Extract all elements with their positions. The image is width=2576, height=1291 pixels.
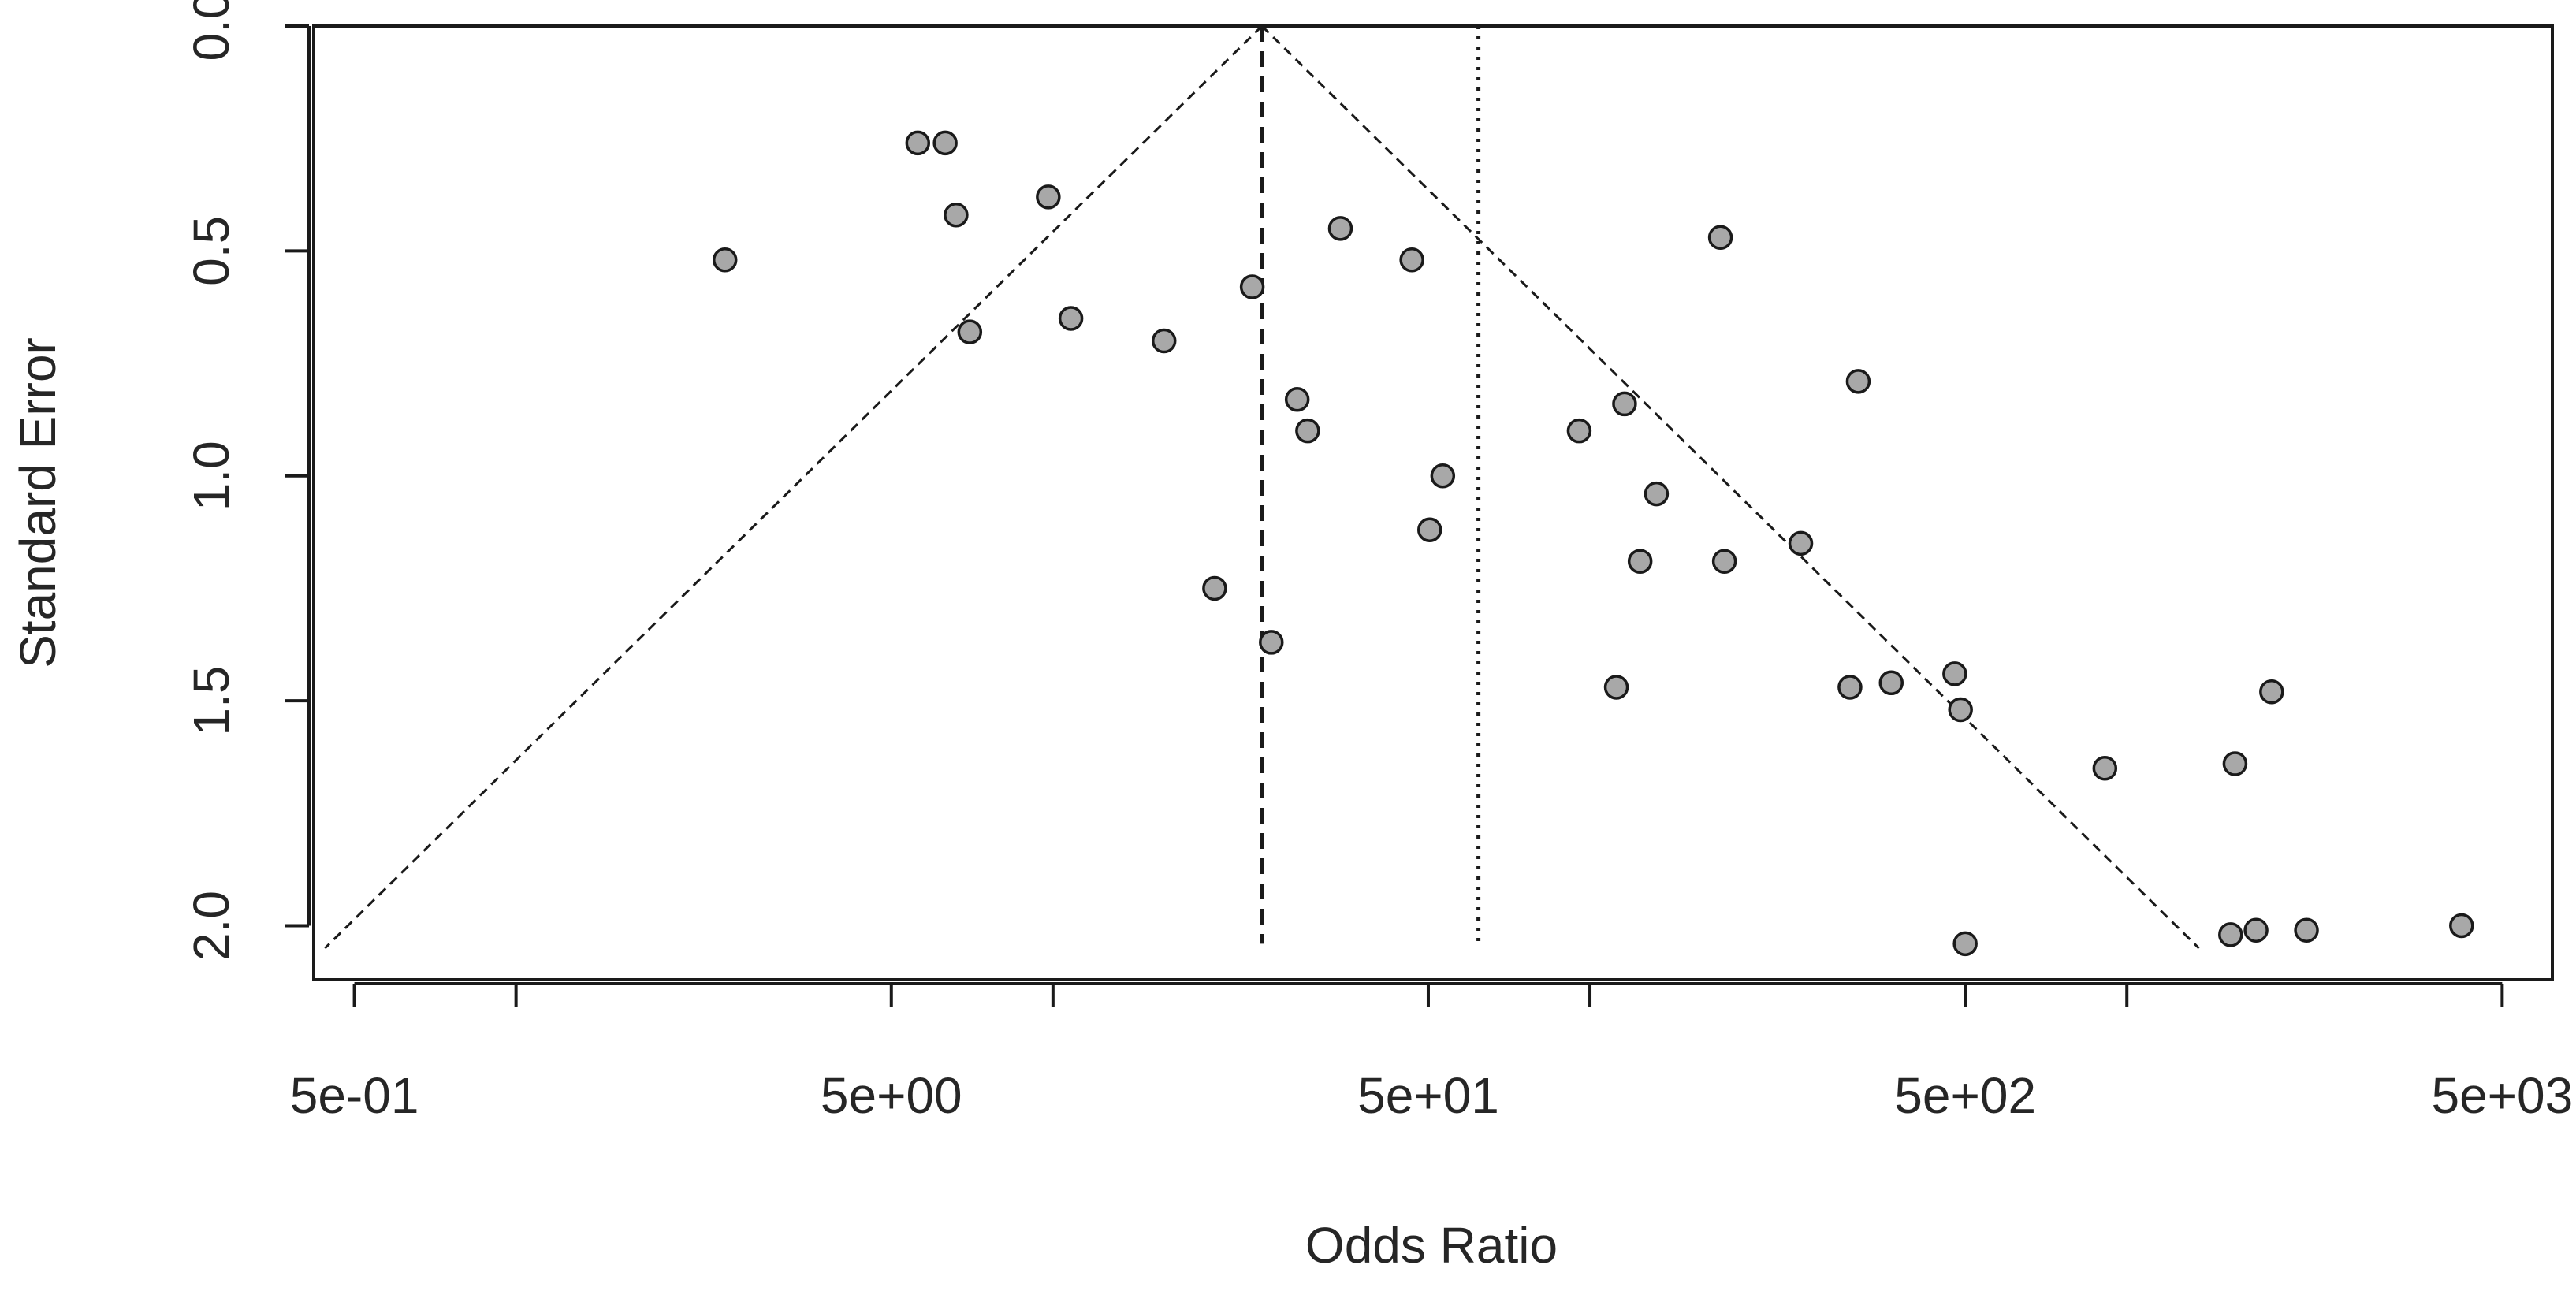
- y-tick-label: 2.0: [183, 891, 240, 961]
- y-tick-label: 0.0: [183, 0, 240, 61]
- x-tick-label: 5e+01: [1357, 1067, 1499, 1124]
- study-point: [2243, 917, 2269, 943]
- study-point: [905, 130, 931, 156]
- plot-content: [324, 24, 2474, 957]
- study-point: [1202, 575, 1227, 601]
- study-point: [1627, 549, 1653, 574]
- funnel-right-limit: [1260, 24, 2200, 950]
- study-point: [2259, 679, 2284, 705]
- study-point: [1952, 931, 1978, 957]
- study-point: [1399, 247, 1424, 273]
- study-point: [1259, 630, 1284, 655]
- study-point: [2449, 913, 2474, 939]
- study-point: [1644, 481, 1670, 507]
- x-axis: 5e-01 5e+00 5e+01 5e+02 5e+03: [290, 982, 2573, 1124]
- x-tick-label: 5e-01: [290, 1067, 419, 1124]
- study-point: [1295, 418, 1320, 444]
- x-axis-title: Odds Ratio: [1305, 1217, 1558, 1274]
- study-point: [1036, 184, 1061, 210]
- study-point: [1942, 661, 1967, 686]
- study-point: [1707, 225, 1733, 251]
- study-point: [712, 247, 738, 273]
- study-point: [1603, 675, 1629, 700]
- study-point: [1612, 391, 1637, 417]
- x-tick-label: 5e+03: [2431, 1067, 2573, 1124]
- y-axis-title: Standard Error: [9, 337, 66, 668]
- x-tick-label: 5e+00: [821, 1067, 962, 1124]
- y-tick-label: 1.5: [183, 666, 240, 736]
- study-point: [2294, 917, 2319, 943]
- study-point: [1845, 369, 1871, 394]
- plot-frame: [312, 24, 2554, 981]
- study-point: [932, 130, 958, 156]
- study-point: [1711, 549, 1737, 574]
- study-point: [1430, 463, 1456, 489]
- y-axis: 0.0 0.5 1.0 1.5 2.0: [183, 0, 311, 961]
- study-point: [1151, 328, 1177, 354]
- y-tick-label: 0.5: [183, 216, 240, 286]
- study-point: [2222, 751, 2248, 776]
- study-point: [1058, 306, 1084, 331]
- study-point: [1837, 675, 1863, 700]
- study-point: [1566, 418, 1592, 444]
- study-point: [1284, 386, 1310, 412]
- study-point: [1878, 670, 1904, 696]
- study-point: [1416, 517, 1442, 542]
- study-point: [1239, 274, 1265, 299]
- study-point: [944, 202, 969, 228]
- study-point: [1327, 216, 1353, 241]
- y-tick-label: 1.0: [183, 441, 240, 511]
- funnel-left-limit: [324, 24, 1263, 950]
- study-point: [2218, 922, 2243, 947]
- x-tick-label: 5e+02: [1894, 1067, 2036, 1124]
- study-point: [957, 319, 983, 344]
- study-point: [2092, 755, 2118, 781]
- study-point: [1788, 530, 1814, 556]
- study-point: [1948, 697, 1973, 723]
